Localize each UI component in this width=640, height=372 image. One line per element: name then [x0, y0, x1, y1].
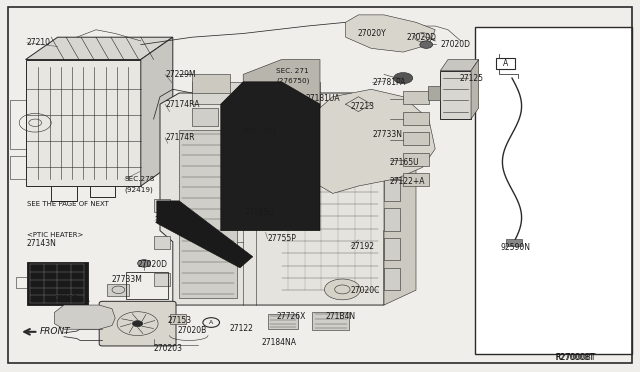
Text: SEE THE PAGE OF NEXT: SEE THE PAGE OF NEXT [27, 201, 109, 207]
Bar [384, 119, 400, 141]
Bar [403, 173, 429, 186]
Text: FRONT: FRONT [40, 327, 70, 336]
Bar [243, 82, 320, 112]
Text: 27125+A: 27125+A [54, 295, 90, 304]
Polygon shape [243, 60, 320, 104]
Text: (92419): (92419) [125, 186, 154, 193]
Bar [179, 130, 237, 298]
Circle shape [138, 260, 150, 267]
Text: 27020D: 27020D [138, 260, 168, 269]
Polygon shape [54, 305, 115, 329]
Bar [192, 74, 230, 93]
FancyBboxPatch shape [26, 60, 141, 186]
Text: R270008T: R270008T [556, 353, 595, 362]
Text: 27891M: 27891M [155, 216, 186, 225]
Polygon shape [440, 60, 479, 71]
Text: 27726X: 27726X [276, 312, 306, 321]
Text: A: A [503, 59, 508, 68]
Bar [154, 199, 170, 212]
Polygon shape [26, 37, 173, 60]
Text: 27174RA: 27174RA [165, 100, 200, 109]
Bar [170, 314, 186, 324]
Text: 27020Y: 27020Y [357, 29, 386, 38]
Polygon shape [471, 60, 479, 119]
Text: (276750): (276750) [276, 78, 310, 84]
Bar [154, 273, 170, 286]
Bar [403, 132, 429, 145]
Bar [428, 86, 440, 100]
Text: 27213: 27213 [351, 102, 375, 110]
Text: 270203: 270203 [154, 344, 182, 353]
Text: 27733M: 27733M [112, 275, 143, 284]
Text: 27020C: 27020C [351, 286, 380, 295]
Text: 27165U: 27165U [389, 158, 419, 167]
Bar [126, 272, 168, 299]
Bar [403, 91, 429, 104]
Text: 271B4N: 271B4N [325, 312, 355, 321]
Text: 27229M: 27229M [165, 70, 196, 79]
Bar [440, 71, 471, 119]
Circle shape [132, 321, 143, 327]
Bar [384, 238, 400, 260]
Polygon shape [157, 201, 253, 268]
Text: SEC.278: SEC.278 [125, 176, 155, 182]
Bar [27, 262, 88, 305]
Text: 27755P: 27755P [268, 234, 296, 243]
Circle shape [420, 41, 433, 48]
Polygon shape [384, 104, 416, 305]
Text: 27174R: 27174R [165, 133, 195, 142]
Text: R270008T: R270008T [556, 353, 596, 362]
Text: 27122: 27122 [229, 324, 253, 333]
Text: 27143N: 27143N [27, 239, 57, 248]
Text: 27020D: 27020D [406, 33, 436, 42]
Text: 27192: 27192 [351, 242, 375, 251]
Text: 27210: 27210 [27, 38, 51, 47]
Polygon shape [294, 89, 435, 193]
Polygon shape [160, 93, 403, 305]
Text: A: A [209, 320, 213, 325]
Polygon shape [346, 15, 435, 52]
Text: 27733N: 27733N [372, 130, 403, 139]
Bar [403, 112, 429, 125]
Bar [192, 108, 218, 126]
Bar [403, 153, 429, 166]
Text: 27181UA: 27181UA [306, 94, 340, 103]
Bar [384, 149, 400, 171]
Bar [384, 268, 400, 290]
Circle shape [394, 73, 413, 84]
Bar [384, 208, 400, 231]
Bar [107, 284, 129, 296]
Bar [312, 312, 349, 330]
Circle shape [324, 279, 360, 300]
Bar [384, 179, 400, 201]
Bar [268, 314, 298, 329]
Polygon shape [221, 82, 320, 231]
Text: 27122+A: 27122+A [389, 177, 424, 186]
Text: SEC. 271: SEC. 271 [276, 68, 309, 74]
Text: 27185U: 27185U [244, 208, 274, 217]
Text: 27125: 27125 [460, 74, 484, 83]
Text: SEC. 271: SEC. 271 [244, 128, 277, 134]
Text: 27020D: 27020D [440, 40, 470, 49]
Bar [506, 239, 522, 246]
Text: 27020B: 27020B [178, 326, 207, 335]
Text: 27781PA: 27781PA [372, 78, 406, 87]
Bar [192, 82, 243, 104]
Text: 27184NA: 27184NA [261, 339, 296, 347]
FancyBboxPatch shape [99, 301, 176, 346]
Bar [475, 27, 632, 354]
Bar [154, 236, 170, 249]
Polygon shape [141, 37, 173, 186]
Bar [496, 58, 515, 69]
Text: 92590N: 92590N [500, 243, 531, 252]
Text: <PTIC HEATER>: <PTIC HEATER> [27, 232, 83, 238]
Text: 27153: 27153 [168, 316, 192, 325]
